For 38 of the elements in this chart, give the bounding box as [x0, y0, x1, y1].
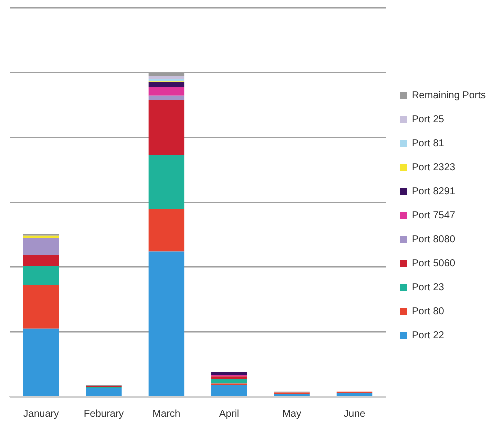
bar	[23, 266, 60, 286]
bar	[148, 82, 185, 88]
bar	[23, 236, 60, 238]
bar	[86, 388, 122, 396]
legend-label: Port 22	[412, 330, 445, 342]
legend-label: Port 25	[412, 114, 445, 126]
x-tick-label: Feburary	[84, 408, 124, 420]
bar	[23, 328, 60, 396]
legend-label: Port 7547	[412, 210, 456, 222]
x-tick-label: January	[24, 408, 60, 420]
legend-label: Port 80	[412, 306, 445, 318]
bar	[23, 285, 60, 329]
bar	[212, 385, 248, 396]
x-tick-label: April	[219, 408, 240, 420]
legend-label: Port 2323	[412, 162, 456, 174]
bar	[148, 76, 185, 79]
legend-label: Port 81	[412, 138, 445, 150]
legend-label: Port 23	[412, 282, 445, 294]
legend-label: Port 8291	[412, 186, 456, 198]
x-tick-label: June	[344, 408, 366, 420]
bar	[148, 96, 185, 100]
x-tick-label: March	[152, 408, 181, 420]
bar	[148, 87, 185, 96]
bar	[212, 372, 248, 375]
bar	[148, 100, 185, 156]
bar	[148, 155, 185, 210]
bar	[212, 376, 248, 380]
x-tick-label: May	[282, 408, 302, 420]
bar	[212, 379, 248, 384]
bar	[336, 393, 373, 396]
legend-label: Port 5060	[412, 258, 456, 270]
bar	[23, 255, 60, 266]
bar	[148, 209, 185, 252]
legend-label: Port 8080	[412, 234, 456, 246]
bar	[148, 252, 185, 396]
bar	[148, 78, 185, 82]
bar	[23, 238, 60, 256]
legend-label: Remaining Ports	[412, 90, 486, 102]
